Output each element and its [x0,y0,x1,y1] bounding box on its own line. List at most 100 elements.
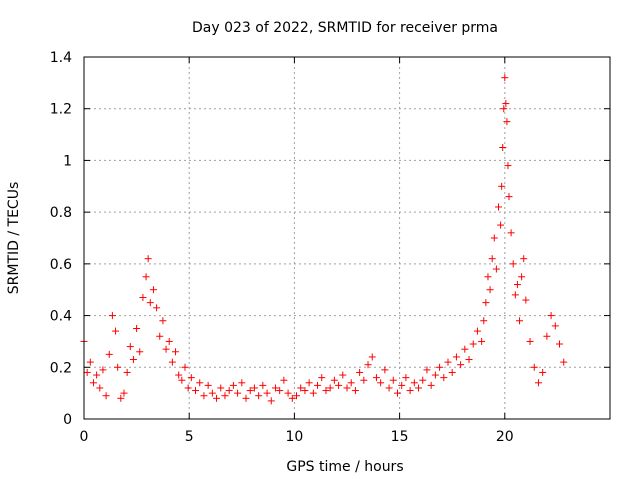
data-point [105,350,113,358]
data-point [309,389,317,397]
data-point [255,392,263,400]
x-tick-label: 20 [496,429,514,445]
data-point [488,255,496,263]
data-point [469,340,477,348]
data-point [482,299,490,307]
data-point [393,389,401,397]
data-point [159,317,167,325]
data-points [80,74,568,405]
data-point [267,397,275,405]
data-point [502,100,510,108]
data-point [490,234,498,242]
data-point [423,366,431,374]
data-point [314,381,322,389]
data-point [297,384,305,392]
data-point [530,363,538,371]
data-point [108,312,116,320]
axis-ticks: 0 5 10 15 20 0 0.2 0.4 0.6 0.8 1 1.2 1.4 [50,50,610,445]
data-point [330,376,338,384]
data-point [511,291,519,299]
data-point [356,368,364,376]
data-point [168,358,176,366]
data-point [123,368,131,376]
y-tick-label: 0.8 [50,205,72,221]
data-point [364,361,372,369]
data-point [494,203,502,211]
data-point [204,381,212,389]
data-point [503,118,511,126]
data-point [221,392,229,400]
data-point [234,389,242,397]
data-point [144,255,152,263]
data-point [181,363,189,371]
y-tick-label: 1.2 [50,102,72,118]
data-point [112,327,120,335]
data-point [83,368,91,376]
data-point [543,332,551,340]
data-point [539,368,547,376]
data-point [518,273,526,281]
data-point [372,374,380,382]
data-point [377,379,385,387]
data-point [498,182,506,190]
data-point [114,363,122,371]
data-point [360,376,368,384]
data-point [509,260,517,268]
data-point [276,387,284,395]
data-point [208,389,216,397]
data-point [427,381,435,389]
data-point [551,322,559,330]
data-point [513,281,521,289]
data-point [406,387,414,395]
data-point [381,366,389,374]
data-point [486,286,494,294]
y-tick-label: 0.2 [50,360,72,376]
data-point [457,361,465,369]
data-point [318,374,326,382]
data-point [117,394,125,402]
data-point [461,345,469,353]
data-point [129,356,137,364]
y-tick-label: 0 [63,412,72,428]
data-point [120,389,128,397]
data-point [398,381,406,389]
data-point [184,384,192,392]
data-point [271,384,279,392]
data-point [440,374,448,382]
data-point [187,374,195,382]
y-axis-label: SRMTID / TECUs [6,182,22,295]
data-point [484,273,492,281]
x-tick-label: 0 [80,429,89,445]
data-point [217,384,225,392]
grid-lines [84,57,610,419]
data-point [225,387,233,395]
y-tick-label: 1.4 [50,50,72,66]
data-point [431,371,439,379]
data-point [200,392,208,400]
data-point [178,376,186,384]
data-point [165,337,173,345]
data-point [526,337,534,345]
data-point [172,348,180,356]
data-point [305,379,313,387]
data-point [139,293,147,301]
data-point [93,371,101,379]
data-point [288,394,296,402]
data-point [385,384,393,392]
data-point [465,356,473,364]
data-point [389,376,397,384]
data-point [473,327,481,335]
x-tick-label: 10 [285,429,303,445]
data-point [146,299,154,307]
data-point [492,265,500,273]
data-point [522,296,530,304]
x-tick-label: 15 [391,429,409,445]
data-point [242,394,250,402]
data-point [229,381,237,389]
data-point [452,353,460,361]
data-point [347,379,355,387]
data-point [284,389,292,397]
data-point [516,317,524,325]
